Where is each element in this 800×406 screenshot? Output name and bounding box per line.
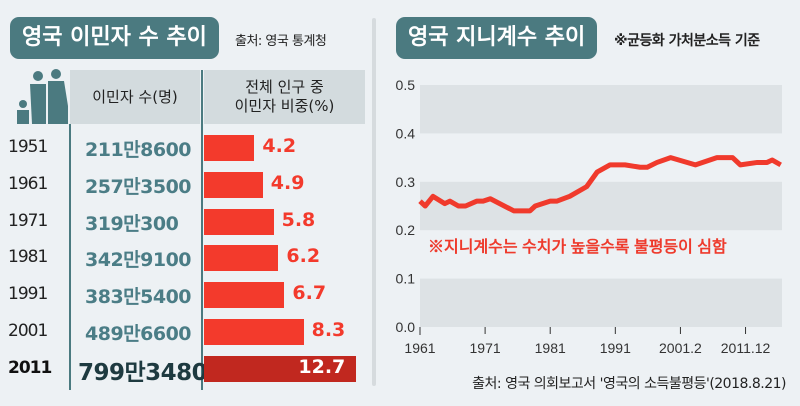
- share-value: 4.9: [270, 171, 305, 194]
- immigration-title: 영국 이민자 수 추이: [10, 17, 219, 59]
- year: 1961: [8, 173, 48, 194]
- gini-basis-note: ※균등화 가처분소득 기준: [614, 33, 760, 49]
- column-divider: [69, 124, 71, 390]
- share-value: 6.2: [286, 245, 321, 268]
- table-row: 2001 489만6600 8.3: [0, 313, 365, 349]
- share-value: 8.3: [311, 319, 346, 341]
- gini-source: 출처: 영국 의회보고서 '영국의 소득불평등'(2018.8.21): [472, 376, 786, 392]
- gini-chart: 0.0 0.1 0.2 0.3 0.4 0.5 1961 1971 1981 1991 2001.2…: [396, 77, 782, 356]
- share-header-line1: 전체 인구 중: [245, 78, 324, 96]
- gini-title: 영국 지니계수 추이: [396, 17, 598, 59]
- share-value: 4.2: [262, 135, 297, 157]
- y-tick-label: 0.4: [396, 125, 416, 141]
- table-row: 1961 257만3500 4.9: [0, 166, 365, 202]
- year: 2011: [8, 357, 52, 378]
- immigrant-count: 383만5400: [85, 286, 192, 309]
- share-value: 5.8: [281, 208, 316, 231]
- column-divider: [201, 70, 203, 390]
- x-tick-label: 1961: [404, 340, 435, 356]
- panel-divider: [372, 18, 376, 386]
- table-row: 1951 211만8600 4.2: [0, 129, 365, 165]
- table-row: 1991 383만5400 6.7: [0, 276, 365, 312]
- share-header: 전체 인구 중 이민자 비중(%): [204, 70, 365, 124]
- y-tick-label: 0.1: [396, 271, 416, 287]
- immigrant-count: 211만8600: [85, 139, 192, 161]
- immigrant-count: 342만9100: [85, 249, 192, 272]
- share-header-line2: 이민자 비중(%): [234, 97, 335, 115]
- share-bar: [204, 245, 279, 272]
- table-row: 1971 319만300 5.8: [0, 203, 365, 239]
- x-tick-label: 2011.12: [721, 340, 771, 356]
- grid-band: [420, 181, 782, 231]
- share-value: 6.7: [292, 282, 327, 305]
- count-header-label: 이민자 수(명): [92, 88, 178, 106]
- year: 1981: [8, 247, 48, 268]
- immigrant-count: 319만300: [85, 212, 179, 235]
- year: 1951: [8, 137, 48, 157]
- y-tick-label: 0.3: [396, 174, 416, 190]
- x-tick-label: 1991: [600, 340, 631, 356]
- y-tick-label: 0.0: [396, 319, 416, 335]
- gini-annotation: ※지니계수는 수치가 높을수록 불평등이 심함: [428, 237, 727, 256]
- x-tick-label: 1971: [470, 340, 501, 356]
- share-bar: [204, 135, 255, 161]
- share-bar: [204, 282, 285, 309]
- y-tick-label: 0.2: [396, 222, 416, 238]
- immigration-source: 출처: 영국 통계청: [235, 34, 327, 49]
- count-header: 이민자 수(명): [70, 70, 200, 124]
- x-tick-label: 1981: [535, 340, 566, 356]
- share-bar: [204, 319, 304, 345]
- immigrant-count: 799만3480: [78, 359, 208, 386]
- share-bar: [204, 171, 263, 198]
- share-bar: [204, 208, 274, 235]
- share-bar: [204, 355, 357, 382]
- y-tick-label: 0.5: [396, 77, 416, 93]
- x-tick-label: 2001.2: [659, 340, 702, 356]
- grid-band: [420, 278, 782, 327]
- share-value: 12.7: [298, 355, 346, 378]
- family-icon: [17, 69, 68, 124]
- table-row: 1981 342만9100 6.2: [0, 239, 365, 275]
- year: 2001: [8, 321, 48, 341]
- immigrant-count: 257만3500: [85, 175, 192, 198]
- grid-band: [420, 85, 782, 134]
- table-row: 2011 799만3480 12.7: [0, 350, 365, 386]
- year: 1991: [8, 284, 48, 305]
- year: 1971: [8, 210, 48, 231]
- immigrant-count: 489만6600: [85, 323, 192, 345]
